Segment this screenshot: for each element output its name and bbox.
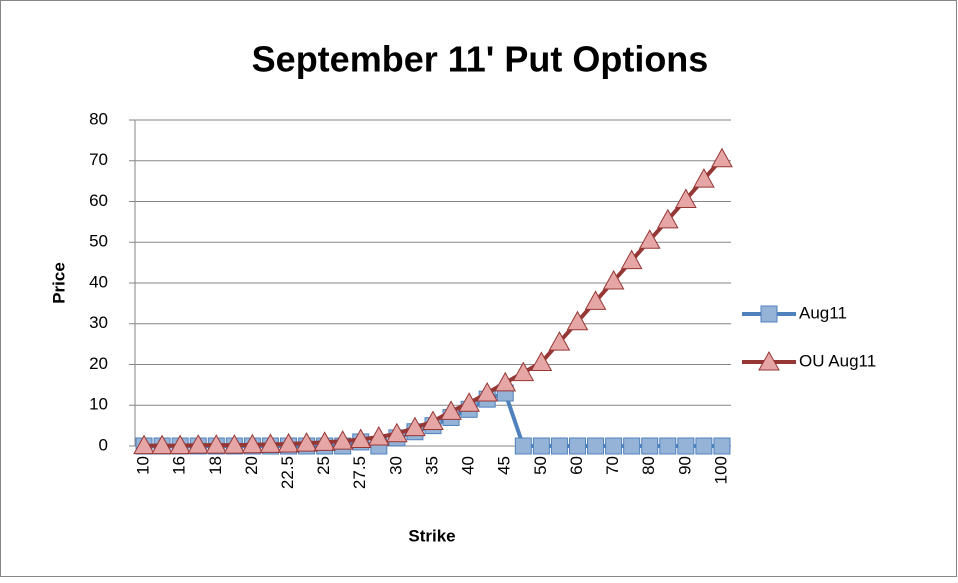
point-marker [187,434,210,454]
point-marker [620,249,643,270]
x-tick-label: 16 [170,456,189,475]
x-tick-label: 70 [603,456,622,475]
point-marker [205,434,228,454]
point-marker [133,434,155,455]
point-marker [241,433,264,454]
x-tick-label: 25 [314,456,333,475]
point-marker [550,437,568,455]
point-marker [548,331,571,351]
point-marker [223,434,246,454]
y-tick-label: 0 [99,435,108,454]
x-tick-label: 22.5 [278,456,297,489]
point-marker [422,410,444,431]
point-marker [641,437,659,455]
point-marker [677,437,695,455]
x-tick-label: 60 [567,456,586,475]
y-tick-label: 70 [89,150,108,169]
point-marker [458,392,480,412]
point-marker [530,351,553,371]
y-tick-label: 10 [89,395,108,414]
y-tick-label: 50 [89,232,108,251]
point-marker [623,437,641,455]
y-tick-label: 40 [89,272,108,291]
x-tick-label: 50 [531,456,550,475]
point-marker [404,416,426,437]
point-marker [602,269,625,290]
point-marker [695,437,713,455]
y-tick-label: 60 [89,191,108,210]
point-marker [711,147,733,168]
point-marker [568,437,586,455]
point-marker [313,431,336,451]
point-marker [259,433,282,453]
x-tick-label: 35 [422,456,441,475]
point-marker [514,437,532,455]
point-marker [656,208,679,229]
x-tick-label: 45 [495,456,514,475]
point-marker [532,437,550,455]
y-tick-label: 30 [89,313,108,332]
legend-marker [758,350,780,371]
x-tick-label: 27.5 [350,456,369,489]
point-marker [659,437,677,455]
x-axis-label: Strike [408,526,455,545]
x-tick-label: 30 [386,456,405,475]
point-marker [512,361,535,382]
point-marker [566,310,589,331]
y-tick-label: 80 [89,109,108,128]
legend-label: OU Aug11 [799,351,876,370]
point-marker [587,437,605,455]
point-marker [169,434,192,455]
point-marker [331,430,354,450]
point-marker [713,437,731,455]
point-marker [693,168,715,188]
x-tick-label: 20 [242,456,261,475]
x-tick-label: 90 [675,456,694,475]
x-tick-label: 18 [206,456,225,475]
x-tick-label: 80 [639,456,658,475]
legend-label: Aug11 [799,303,847,322]
point-marker [277,432,300,453]
x-tick-label: 100 [711,456,730,484]
point-marker [674,188,697,208]
legend-marker [760,305,778,323]
point-marker [151,434,173,455]
point-marker [295,432,318,452]
point-marker [605,437,623,455]
point-marker [476,381,499,402]
point-marker [638,229,661,249]
point-marker [584,290,607,310]
y-axis-label: Price [49,262,68,304]
chart-title: September 11' Put Options [252,39,709,80]
point-marker [386,422,408,443]
point-marker [494,371,517,392]
point-marker [440,400,462,420]
x-tick-label: 10 [134,456,153,475]
x-tick-label: 40 [459,456,478,475]
point-marker [367,426,390,446]
y-tick-label: 20 [89,354,108,373]
point-marker [349,428,372,448]
